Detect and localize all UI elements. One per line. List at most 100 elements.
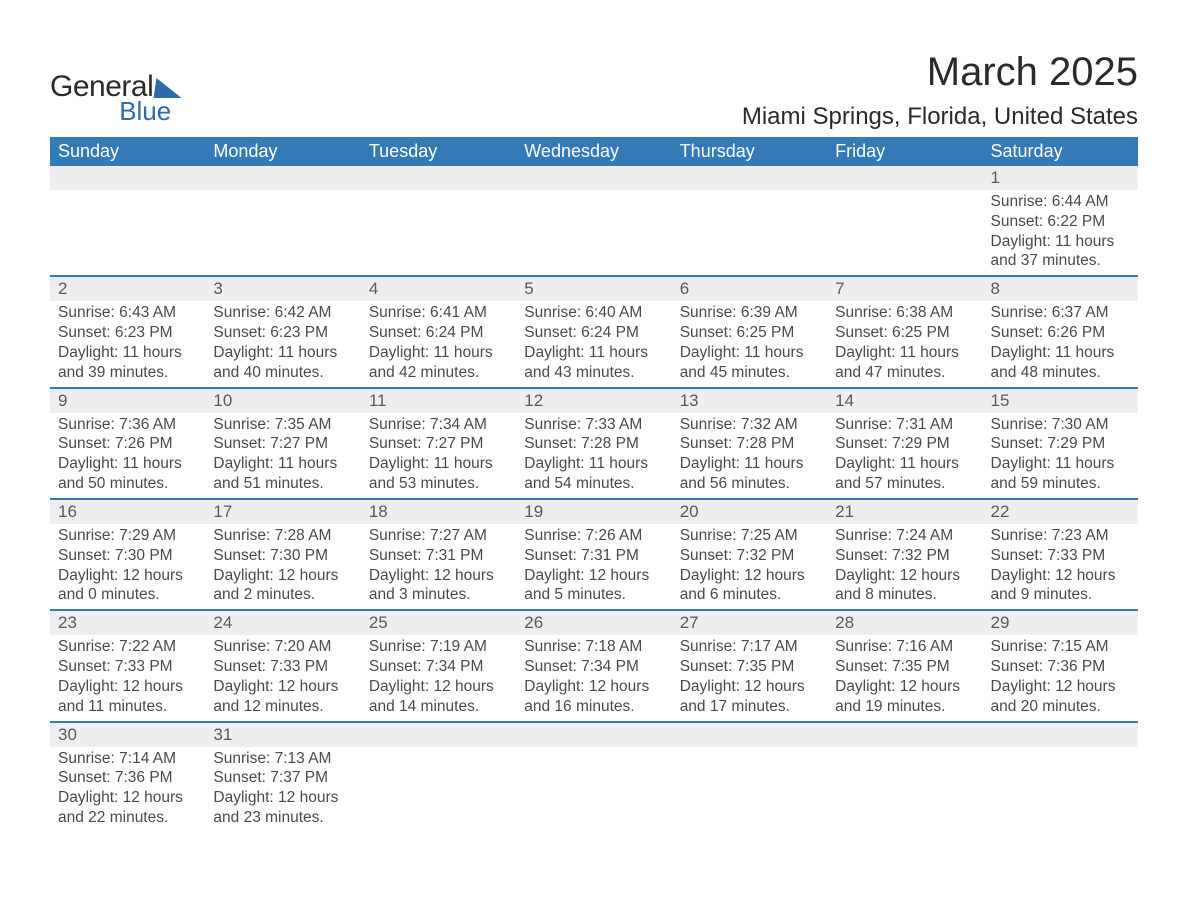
day-number: 10 xyxy=(205,389,360,413)
day-details: Sunrise: 6:42 AMSunset: 6:23 PMDaylight:… xyxy=(213,303,352,382)
day-number: 31 xyxy=(205,723,360,747)
day-number: 3 xyxy=(205,277,360,301)
day-details: Sunrise: 6:38 AMSunset: 6:25 PMDaylight:… xyxy=(835,303,974,382)
calendar-cell xyxy=(516,722,671,832)
day-number: 11 xyxy=(361,389,516,413)
calendar-body: 1Sunrise: 6:44 AMSunset: 6:22 PMDaylight… xyxy=(50,166,1138,832)
day-number: 4 xyxy=(361,277,516,301)
day-details: Sunrise: 6:40 AMSunset: 6:24 PMDaylight:… xyxy=(524,303,663,382)
day-details: Sunrise: 7:26 AMSunset: 7:31 PMDaylight:… xyxy=(524,526,663,605)
calendar-cell: 19Sunrise: 7:26 AMSunset: 7:31 PMDayligh… xyxy=(516,499,671,610)
day-number: 20 xyxy=(672,500,827,524)
day-number: 17 xyxy=(205,500,360,524)
title-block: March 2025 Miami Springs, Florida, Unite… xyxy=(742,50,1138,131)
calendar-cell: 7Sunrise: 6:38 AMSunset: 6:25 PMDaylight… xyxy=(827,276,982,387)
day-details: Sunrise: 6:41 AMSunset: 6:24 PMDaylight:… xyxy=(369,303,508,382)
day-number: 26 xyxy=(516,611,671,635)
day-details: Sunrise: 7:19 AMSunset: 7:34 PMDaylight:… xyxy=(369,637,508,716)
calendar-cell: 23Sunrise: 7:22 AMSunset: 7:33 PMDayligh… xyxy=(50,610,205,721)
calendar-cell xyxy=(672,722,827,832)
day-number: 27 xyxy=(672,611,827,635)
day-details: Sunrise: 7:30 AMSunset: 7:29 PMDaylight:… xyxy=(991,415,1130,494)
logo-text-bottom: Blue xyxy=(50,96,183,127)
day-details: Sunrise: 6:39 AMSunset: 6:25 PMDaylight:… xyxy=(680,303,819,382)
day-number xyxy=(983,723,1138,747)
calendar-cell: 11Sunrise: 7:34 AMSunset: 7:27 PMDayligh… xyxy=(361,388,516,499)
day-number xyxy=(205,166,360,190)
location: Miami Springs, Florida, United States xyxy=(742,103,1138,131)
day-details: Sunrise: 7:32 AMSunset: 7:28 PMDaylight:… xyxy=(680,415,819,494)
day-details: Sunrise: 7:16 AMSunset: 7:35 PMDaylight:… xyxy=(835,637,974,716)
day-number: 18 xyxy=(361,500,516,524)
calendar-cell: 2Sunrise: 6:43 AMSunset: 6:23 PMDaylight… xyxy=(50,276,205,387)
day-number xyxy=(516,723,671,747)
day-number: 29 xyxy=(983,611,1138,635)
day-number: 7 xyxy=(827,277,982,301)
calendar-cell: 31Sunrise: 7:13 AMSunset: 7:37 PMDayligh… xyxy=(205,722,360,832)
day-details: Sunrise: 7:34 AMSunset: 7:27 PMDaylight:… xyxy=(369,415,508,494)
calendar-cell: 16Sunrise: 7:29 AMSunset: 7:30 PMDayligh… xyxy=(50,499,205,610)
calendar-cell xyxy=(516,166,671,276)
day-details: Sunrise: 7:25 AMSunset: 7:32 PMDaylight:… xyxy=(680,526,819,605)
calendar-cell xyxy=(361,166,516,276)
calendar-cell: 29Sunrise: 7:15 AMSunset: 7:36 PMDayligh… xyxy=(983,610,1138,721)
calendar-cell: 26Sunrise: 7:18 AMSunset: 7:34 PMDayligh… xyxy=(516,610,671,721)
calendar-cell: 20Sunrise: 7:25 AMSunset: 7:32 PMDayligh… xyxy=(672,499,827,610)
calendar-cell: 22Sunrise: 7:23 AMSunset: 7:33 PMDayligh… xyxy=(983,499,1138,610)
calendar-cell: 17Sunrise: 7:28 AMSunset: 7:30 PMDayligh… xyxy=(205,499,360,610)
weekday-header: Sunday xyxy=(50,137,205,166)
calendar-cell xyxy=(827,722,982,832)
day-details: Sunrise: 6:44 AMSunset: 6:22 PMDaylight:… xyxy=(991,192,1130,271)
calendar-cell: 15Sunrise: 7:30 AMSunset: 7:29 PMDayligh… xyxy=(983,388,1138,499)
day-details: Sunrise: 7:20 AMSunset: 7:33 PMDaylight:… xyxy=(213,637,352,716)
day-details: Sunrise: 6:43 AMSunset: 6:23 PMDaylight:… xyxy=(58,303,197,382)
day-number: 8 xyxy=(983,277,1138,301)
day-number xyxy=(672,723,827,747)
day-details: Sunrise: 7:28 AMSunset: 7:30 PMDaylight:… xyxy=(213,526,352,605)
weekday-header: Monday xyxy=(205,137,360,166)
calendar-cell: 18Sunrise: 7:27 AMSunset: 7:31 PMDayligh… xyxy=(361,499,516,610)
calendar-cell xyxy=(361,722,516,832)
calendar-cell xyxy=(983,722,1138,832)
weekday-header: Friday xyxy=(827,137,982,166)
day-number xyxy=(361,723,516,747)
calendar-header-row: SundayMondayTuesdayWednesdayThursdayFrid… xyxy=(50,137,1138,166)
day-number xyxy=(50,166,205,190)
day-number: 23 xyxy=(50,611,205,635)
calendar-cell: 8Sunrise: 6:37 AMSunset: 6:26 PMDaylight… xyxy=(983,276,1138,387)
day-number xyxy=(827,723,982,747)
day-details: Sunrise: 6:37 AMSunset: 6:26 PMDaylight:… xyxy=(991,303,1130,382)
day-details: Sunrise: 7:29 AMSunset: 7:30 PMDaylight:… xyxy=(58,526,197,605)
logo-triangle-icon xyxy=(154,78,185,98)
day-details: Sunrise: 7:22 AMSunset: 7:33 PMDaylight:… xyxy=(58,637,197,716)
calendar-cell: 27Sunrise: 7:17 AMSunset: 7:35 PMDayligh… xyxy=(672,610,827,721)
calendar-cell: 25Sunrise: 7:19 AMSunset: 7:34 PMDayligh… xyxy=(361,610,516,721)
day-details: Sunrise: 7:18 AMSunset: 7:34 PMDaylight:… xyxy=(524,637,663,716)
calendar-cell: 5Sunrise: 6:40 AMSunset: 6:24 PMDaylight… xyxy=(516,276,671,387)
day-number: 30 xyxy=(50,723,205,747)
day-details: Sunrise: 7:23 AMSunset: 7:33 PMDaylight:… xyxy=(991,526,1130,605)
calendar-cell: 13Sunrise: 7:32 AMSunset: 7:28 PMDayligh… xyxy=(672,388,827,499)
day-number: 12 xyxy=(516,389,671,413)
day-number: 9 xyxy=(50,389,205,413)
calendar-cell: 10Sunrise: 7:35 AMSunset: 7:27 PMDayligh… xyxy=(205,388,360,499)
day-number: 22 xyxy=(983,500,1138,524)
weekday-header: Wednesday xyxy=(516,137,671,166)
calendar-table: SundayMondayTuesdayWednesdayThursdayFrid… xyxy=(50,137,1138,832)
day-details: Sunrise: 7:36 AMSunset: 7:26 PMDaylight:… xyxy=(58,415,197,494)
calendar-cell: 9Sunrise: 7:36 AMSunset: 7:26 PMDaylight… xyxy=(50,388,205,499)
calendar-cell: 1Sunrise: 6:44 AMSunset: 6:22 PMDaylight… xyxy=(983,166,1138,276)
day-details: Sunrise: 7:24 AMSunset: 7:32 PMDaylight:… xyxy=(835,526,974,605)
day-number: 1 xyxy=(983,166,1138,190)
calendar-cell: 4Sunrise: 6:41 AMSunset: 6:24 PMDaylight… xyxy=(361,276,516,387)
calendar-cell xyxy=(50,166,205,276)
calendar-cell: 3Sunrise: 6:42 AMSunset: 6:23 PMDaylight… xyxy=(205,276,360,387)
day-number: 14 xyxy=(827,389,982,413)
logo: General Blue xyxy=(50,70,183,127)
calendar-cell xyxy=(672,166,827,276)
day-number xyxy=(672,166,827,190)
day-number: 16 xyxy=(50,500,205,524)
day-number xyxy=(361,166,516,190)
calendar-cell: 12Sunrise: 7:33 AMSunset: 7:28 PMDayligh… xyxy=(516,388,671,499)
day-number: 28 xyxy=(827,611,982,635)
